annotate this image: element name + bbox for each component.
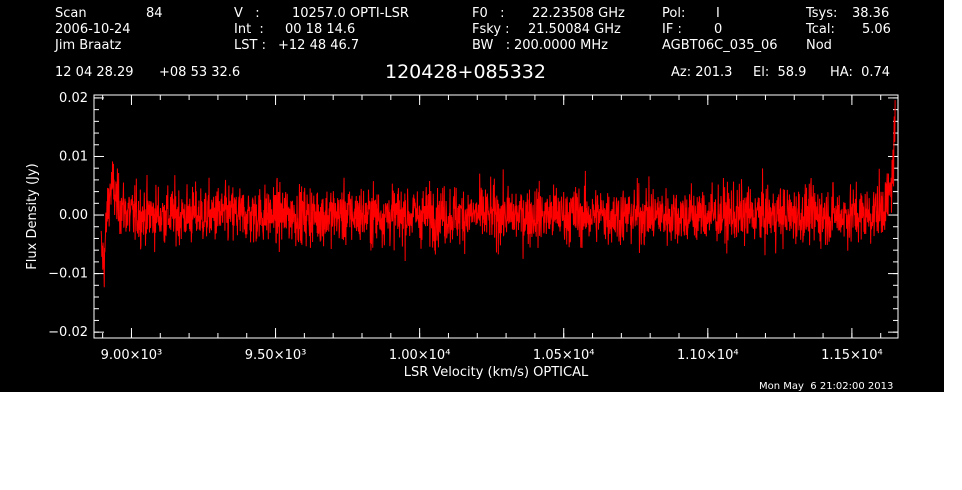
x-tick-label: 9.50×10³ (245, 348, 307, 363)
source-name: 120428+085332 (385, 61, 546, 83)
y-tick-label: −0.01 (48, 267, 88, 282)
fsky-value: 21.50084 GHz (528, 22, 621, 37)
spectrum-chart: 0.02 0.01 0.00 −0.01 −0.02 9.00×10³ 9.50×10³ 1.… (25, 91, 899, 380)
x-tick-label: 1.15×10⁴ (821, 348, 883, 363)
f0-value: 22.23508 GHz (532, 6, 625, 21)
plot-frame (93, 94, 899, 339)
y-axis-label: Flux Density (Jy) (25, 163, 40, 269)
lst-label: LST : (234, 38, 266, 53)
tsys-value: 38.36 (852, 6, 890, 21)
lst-value: +12 48 46.7 (278, 38, 360, 53)
integration-value: 00 18 14.6 (285, 22, 356, 37)
elevation: El: 58.9 (753, 65, 807, 80)
y-tick-label: 0.00 (59, 208, 88, 223)
declination: +08 53 32.6 (159, 65, 241, 80)
y-tick-label: −0.02 (48, 325, 88, 340)
y-tick-label: 0.01 (59, 149, 88, 164)
y-tick-label: 0.02 (59, 91, 88, 106)
project-id: AGBT06C_035_06 (662, 38, 778, 53)
tcal-label: Tcal: (806, 22, 835, 37)
x-tick-label: 1.00×10⁴ (389, 348, 451, 363)
scan-label: Scan (55, 6, 87, 21)
velocity-label: V : (234, 6, 260, 21)
observation-date: 2006-10-24 (55, 22, 131, 37)
x-axis-label: LSR Velocity (km/s) OPTICAL (404, 365, 589, 380)
x-tick-label: 9.00×10³ (101, 348, 163, 363)
bandwidth-value: 200.0000 MHz (514, 38, 608, 53)
spectrum-panel: Scan 84 2006-10-24 Jim Braatz V : 10257.… (0, 0, 944, 392)
fsky-label: Fsky : (472, 22, 510, 37)
scan-number: 84 (146, 6, 163, 21)
observing-mode: Nod (806, 38, 832, 53)
hour-angle: HA: 0.74 (830, 65, 891, 80)
x-tick-label: 1.10×10⁴ (677, 348, 739, 363)
if-value: 0 (714, 22, 723, 37)
tsys-label: Tsys: (806, 6, 838, 21)
if-label: IF : (662, 22, 682, 37)
integration-label: Int : (234, 22, 264, 37)
observer-name: Jim Braatz (55, 38, 122, 53)
right-ascension: 12 04 28.29 (55, 65, 134, 80)
azimuth: Az: 201.3 (671, 65, 733, 80)
polarization-value: I (716, 6, 720, 21)
plot-timestamp: Mon May 6 21:02:00 2013 (759, 381, 894, 392)
spectrum-series-line (100, 100, 896, 288)
velocity-value: 10257.0 OPTI-LSR (292, 6, 409, 21)
bandwidth-label: BW : (472, 38, 511, 53)
x-tick-label: 1.05×10⁴ (533, 348, 595, 363)
polarization-label: Pol: (662, 6, 686, 21)
tcal-value: 5.06 (862, 22, 891, 37)
f0-label: F0 : (472, 6, 505, 21)
